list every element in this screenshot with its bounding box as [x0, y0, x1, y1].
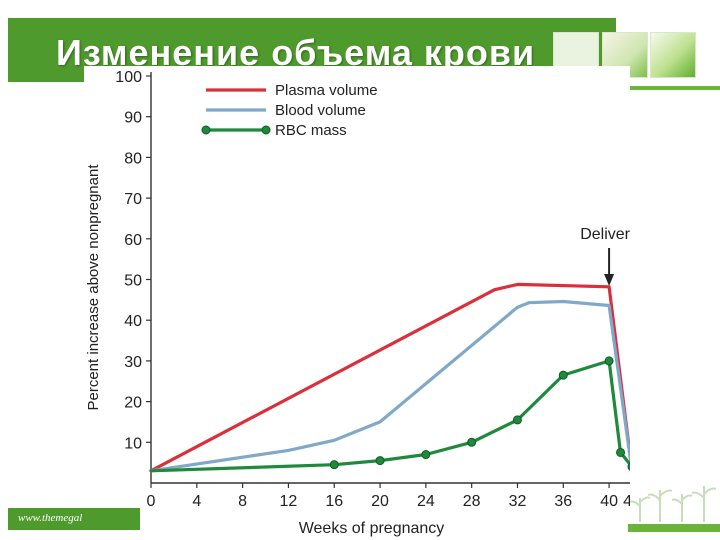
footer-bar — [8, 508, 140, 530]
x-tick-label: 16 — [325, 493, 343, 510]
data-point — [421, 450, 431, 460]
leaf-thumbnail-icon — [650, 32, 696, 78]
y-tick-label: 80 — [124, 150, 142, 167]
x-tick-label: 36 — [554, 493, 572, 510]
series-line-plasma-volume — [149, 282, 630, 473]
y-tick-label: 10 — [124, 435, 142, 452]
plants-decoration-icon — [630, 486, 716, 522]
data-point — [329, 460, 339, 470]
x-tick-label: 32 — [509, 493, 527, 510]
x-tick-label: 42 — [623, 493, 630, 510]
y-tick-label: 40 — [124, 313, 142, 330]
x-tick-label: 4 — [192, 493, 201, 510]
x-tick-label: 12 — [280, 493, 298, 510]
annotation-group: Delivery — [580, 226, 630, 286]
x-tick-label: 8 — [238, 493, 247, 510]
series-line-rbc-mass — [149, 359, 630, 473]
footer-url: www.themegal — [18, 512, 83, 524]
legend-label: Blood volume — [275, 102, 366, 119]
sprout-thumbnail-icon — [602, 32, 648, 78]
y-tick-label: 90 — [124, 110, 142, 127]
data-point — [467, 437, 477, 447]
x-tick-label: 0 — [147, 493, 156, 510]
series-group — [149, 282, 630, 473]
header-accent-line — [628, 86, 720, 90]
y-axis-title: Percent increase above nonpregnant — [85, 164, 102, 411]
data-point — [512, 415, 522, 425]
data-point — [604, 356, 614, 366]
data-point — [627, 462, 630, 471]
y-tick-label: 100 — [115, 69, 142, 86]
data-point — [616, 447, 626, 457]
footer-accent-bar — [628, 524, 720, 532]
y-tick-label: 60 — [124, 232, 142, 249]
legend-label: RBC mass — [275, 122, 347, 139]
legend-label: Plasma volume — [275, 82, 378, 99]
x-axis-title: Weeks of pregnancy — [299, 520, 445, 537]
y-tick-label: 20 — [124, 395, 142, 412]
delivery-label: Delivery — [580, 226, 630, 243]
delivery-arrow-head — [604, 274, 615, 286]
data-point — [375, 456, 385, 466]
y-tick-label: 70 — [124, 191, 142, 208]
series-line-blood-volume — [149, 299, 630, 473]
x-tick-label: 28 — [463, 493, 481, 510]
x-tick-label: 24 — [417, 493, 435, 510]
legend-marker — [201, 125, 211, 135]
y-tick-label: 50 — [124, 273, 142, 290]
x-tick-label: 40 — [600, 493, 618, 510]
chart-panel: 10 20 30 40 50 60 70 80 90 100 0 4 8 12 16 20 24 28 32 36 40… — [84, 66, 630, 540]
legend-group: Plasma volume Blood volume RBC mass — [201, 82, 378, 139]
y-tick-label: 30 — [124, 354, 142, 371]
legend-marker — [261, 125, 271, 135]
x-tick-label: 20 — [371, 493, 389, 510]
data-point — [558, 370, 568, 380]
axes-group: 10 20 30 40 50 60 70 80 90 100 0 4 8 12 16 20 24 28 32 36 40… — [85, 69, 630, 537]
blood-volume-chart: 10 20 30 40 50 60 70 80 90 100 0 4 8 12 16 20 24 28 32 36 40… — [85, 69, 630, 537]
